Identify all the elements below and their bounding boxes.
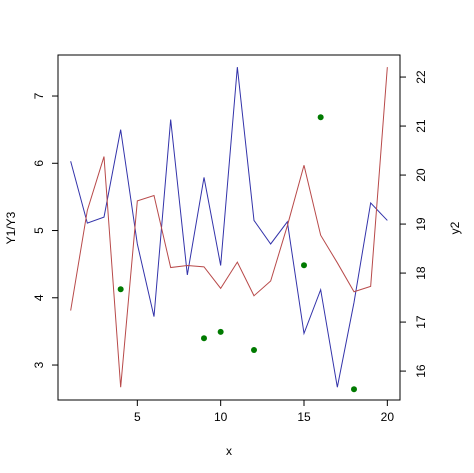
data-line xyxy=(70,67,388,388)
x-tick-label: 15 xyxy=(297,410,311,424)
x-tick-label: 5 xyxy=(134,410,141,424)
y-tick-label: 6 xyxy=(32,160,46,167)
data-point xyxy=(317,114,324,121)
x-axis-label: x xyxy=(226,444,232,458)
y2-tick-label: 19 xyxy=(414,217,428,231)
y2-tick-label: 18 xyxy=(414,266,428,280)
y2-tick-label: 17 xyxy=(414,315,428,329)
data-point xyxy=(251,347,257,354)
y2-tick-label: 16 xyxy=(414,364,428,378)
y-tick-label: 7 xyxy=(32,92,46,99)
data-line xyxy=(70,67,388,388)
plot-box xyxy=(57,54,401,401)
x-tick-label: 10 xyxy=(214,410,228,424)
y2-tick-label: 20 xyxy=(414,168,428,182)
data-point xyxy=(351,386,357,393)
x-tick-label: 20 xyxy=(381,410,395,424)
y-tick-label: 4 xyxy=(32,294,46,301)
y2-axis-label: y2 xyxy=(448,221,462,234)
y-tick-label: 5 xyxy=(32,227,46,234)
y-axis-label: Y1/Y3 xyxy=(4,211,18,244)
data-point xyxy=(217,328,224,335)
y2-tick-label: 22 xyxy=(414,70,428,84)
data-point xyxy=(301,262,307,269)
data-point xyxy=(201,335,207,342)
y-tick-label: 3 xyxy=(32,361,46,368)
y2-tick-label: 21 xyxy=(414,119,428,133)
data-point xyxy=(117,286,124,293)
